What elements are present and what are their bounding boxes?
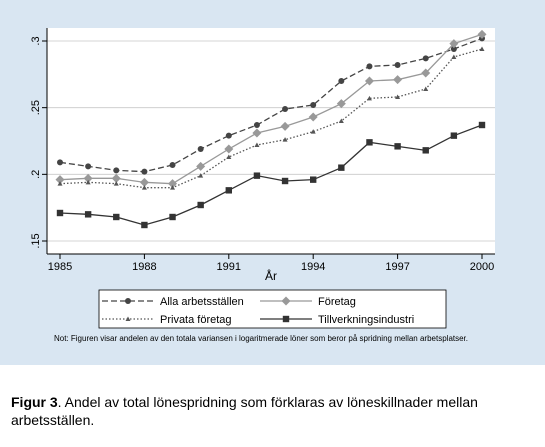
- data-point-tillverkningsindustri: [366, 139, 373, 146]
- data-point-privata-f-retag: [366, 95, 372, 101]
- data-point-f-retag: [336, 99, 346, 109]
- data-point-tillverkningsindustri: [197, 201, 204, 209]
- data-point-privata-f-retag: [451, 54, 457, 59]
- data-point-f-retag: [111, 173, 121, 183]
- data-point-alla-arbetsst-llen: [282, 106, 289, 112]
- axes: .15 .2 .25 .3 1985 1988 1991 1994 1997 2000: [30, 28, 495, 273]
- data-point-f-retag: [168, 179, 178, 189]
- legend: Alla arbetsställen Företag Privata företag…: [102, 296, 414, 326]
- series-line-privata-f-retag: [59, 48, 483, 189]
- data-point-f-retag: [280, 121, 290, 131]
- x-tick-label: 2000: [470, 261, 494, 273]
- plot-area: [47, 28, 495, 254]
- y-tick-label: .25: [30, 100, 42, 115]
- data-point-privata-f-retag: [338, 118, 344, 123]
- data-point-alla-arbetsst-llen: [338, 78, 345, 84]
- data-point-alla-arbetsst-llen: [85, 163, 92, 170]
- data-point-f-retag: [83, 173, 93, 183]
- x-tick-label: 1994: [301, 261, 325, 273]
- data-point-privata-f-retag: [226, 154, 232, 159]
- data-point-tillverkningsindustri: [225, 187, 232, 194]
- legend-marker: [125, 298, 131, 304]
- data-point-tillverkningsindustri: [56, 209, 64, 217]
- data-point-alla-arbetsst-llen: [310, 102, 317, 108]
- series-group: [55, 29, 487, 229]
- data-point-privata-f-retag: [170, 185, 176, 190]
- x-axis-label: År: [265, 268, 277, 283]
- data-point-tillverkningsindustri: [169, 213, 176, 221]
- data-point-tillverkningsindustri: [422, 147, 429, 154]
- data-point-f-retag: [364, 76, 374, 86]
- data-point-alla-arbetsst-llen: [366, 63, 373, 70]
- data-point-alla-arbetsst-llen: [394, 62, 401, 68]
- legend-box: [98, 289, 447, 329]
- data-point-alla-arbetsst-llen: [169, 162, 176, 168]
- data-point-privata-f-retag: [57, 181, 63, 186]
- data-point-tillverkningsindustri: [450, 132, 458, 139]
- data-point-privata-f-retag: [310, 129, 316, 134]
- data-point-tillverkningsindustri: [310, 176, 317, 183]
- data-point-f-retag: [477, 29, 487, 39]
- x-tick-label: 1985: [48, 261, 72, 273]
- data-point-f-retag: [393, 75, 403, 85]
- legend-label: Tillverkningsindustri: [318, 314, 414, 326]
- data-point-privata-f-retag: [85, 179, 91, 185]
- data-point-tillverkningsindustri: [141, 221, 148, 229]
- data-point-f-retag: [55, 175, 65, 185]
- data-point-tillverkningsindustri: [478, 121, 486, 129]
- data-point-privata-f-retag: [479, 46, 485, 51]
- chart: .15 .2 .25 .3 1985 1988 1991 1994 1997 2000 År Al…: [30, 28, 495, 329]
- data-point-f-retag: [449, 39, 459, 49]
- data-point-f-retag: [224, 144, 234, 154]
- data-point-tillverkningsindustri: [338, 164, 345, 171]
- caption-text: . Andel av total lönespridning som förkl…: [11, 394, 478, 428]
- data-point-alla-arbetsst-llen: [197, 146, 204, 152]
- x-tick-label: 1988: [132, 261, 156, 273]
- data-point-tillverkningsindustri: [84, 211, 92, 218]
- data-point-alla-arbetsst-llen: [253, 122, 260, 128]
- data-point-privata-f-retag: [113, 181, 119, 186]
- data-point-privata-f-retag: [198, 173, 204, 178]
- data-point-tillverkningsindustri: [281, 177, 289, 185]
- figure-note: Not: Figuren visar andelen av den totala…: [54, 334, 469, 343]
- data-point-privata-f-retag: [282, 137, 288, 142]
- x-tick-label: 1997: [385, 261, 409, 273]
- legend-label: Privata företag: [160, 314, 232, 326]
- data-point-f-retag: [308, 112, 318, 122]
- x-tick-label: 1991: [217, 261, 241, 273]
- data-point-f-retag: [196, 161, 206, 171]
- data-point-alla-arbetsst-llen: [422, 55, 429, 62]
- data-point-f-retag: [139, 177, 149, 187]
- data-point-privata-f-retag: [254, 142, 260, 147]
- data-point-f-retag: [421, 68, 431, 78]
- legend-label: Företag: [318, 296, 356, 308]
- data-point-tillverkningsindustri: [113, 213, 120, 221]
- data-point-tillverkningsindustri: [394, 143, 401, 150]
- legend-marker: [281, 296, 291, 306]
- figure-caption: Figur 3. Andel av total lönespridning so…: [11, 393, 536, 429]
- data-point-alla-arbetsst-llen: [225, 132, 232, 139]
- data-point-alla-arbetsst-llen: [113, 167, 120, 174]
- data-point-tillverkningsindustri: [253, 172, 261, 179]
- data-point-f-retag: [252, 128, 262, 138]
- series-line-tillverkningsindustri: [59, 124, 483, 226]
- data-point-privata-f-retag: [395, 94, 401, 99]
- data-point-privata-f-retag: [423, 86, 429, 91]
- data-point-alla-arbetsst-llen: [141, 168, 148, 175]
- data-point-alla-arbetsst-llen: [57, 159, 63, 166]
- y-tick-label: .15: [30, 233, 42, 248]
- figure-frame: .15 .2 .25 .3 1985 1988 1991 1994 1997 2000 År Al…: [0, 0, 545, 365]
- legend-marker: [282, 315, 290, 323]
- y-tick-label: .2: [30, 170, 42, 179]
- legend-label: Alla arbetsställen: [160, 296, 244, 308]
- caption-label: Figur 3: [11, 394, 58, 410]
- data-point-alla-arbetsst-llen: [450, 46, 457, 52]
- series-line-f-retag: [59, 33, 483, 185]
- data-point-privata-f-retag: [141, 185, 147, 190]
- series-line-alla-arbetsst-llen: [59, 37, 483, 173]
- legend-marker: [125, 316, 131, 321]
- grid-lines: [47, 40, 495, 242]
- y-tick-label: .3: [30, 36, 42, 45]
